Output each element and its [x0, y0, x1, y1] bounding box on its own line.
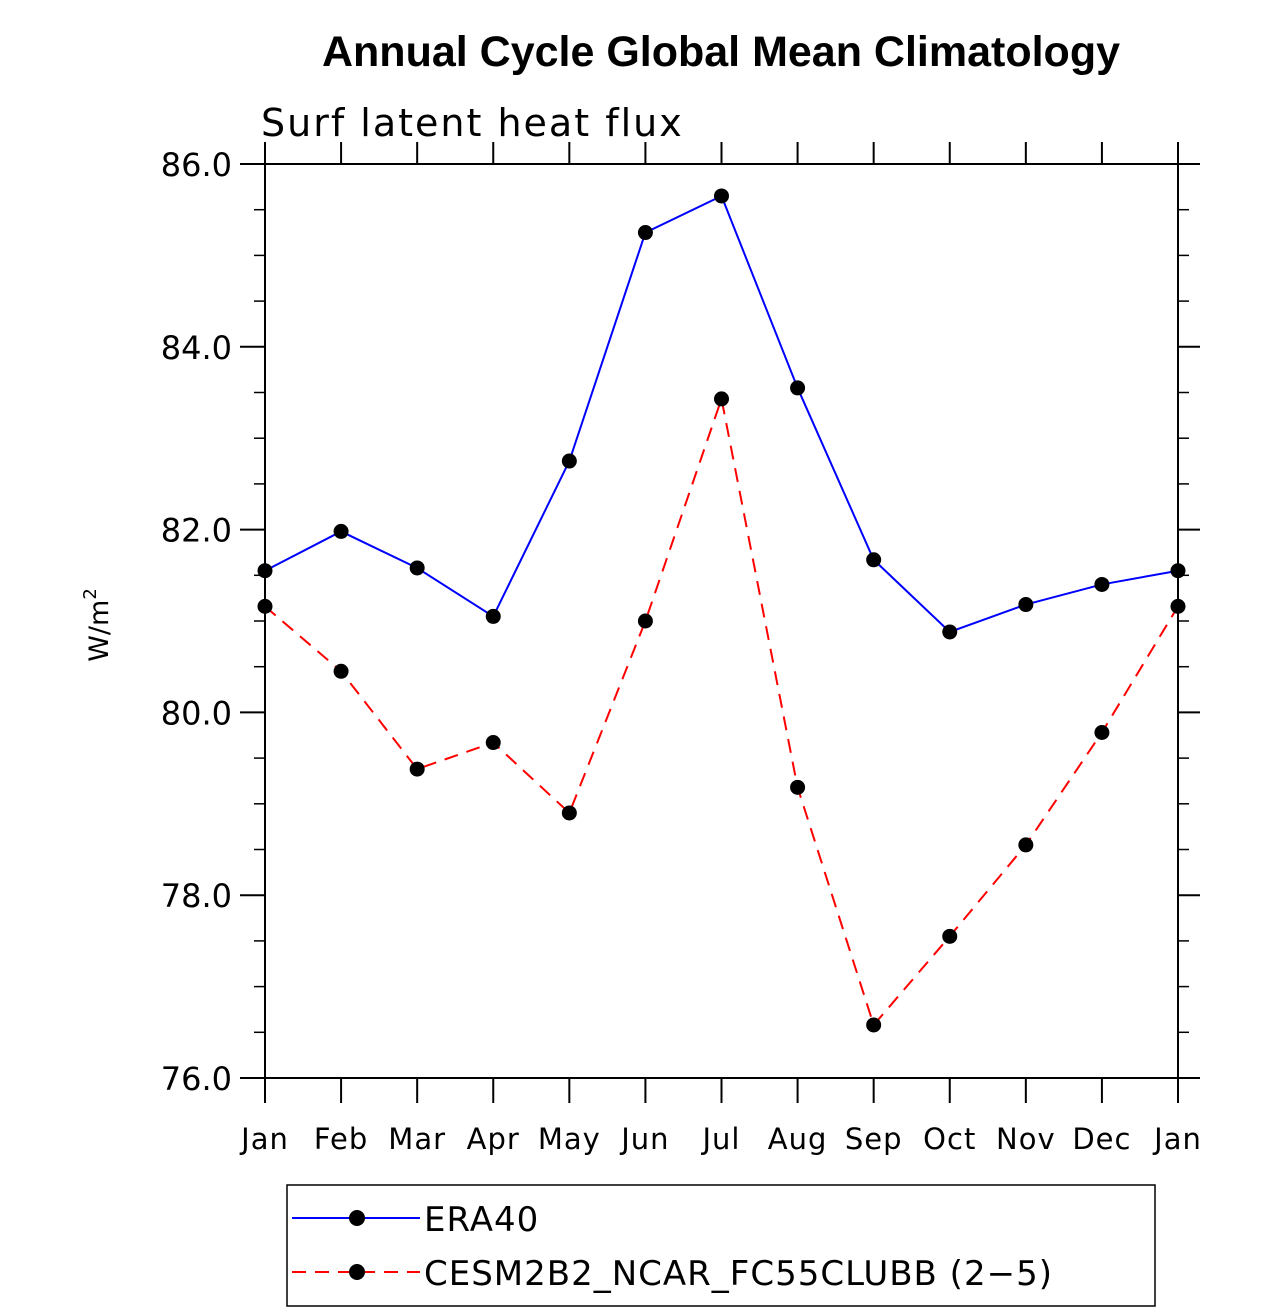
- series-1-point: [333, 663, 349, 679]
- series-1-point: [1170, 598, 1186, 614]
- y-axis-label-superscript: 2: [80, 588, 101, 599]
- y-tick-label: 86.0: [161, 146, 232, 184]
- series-layer: [257, 188, 1186, 1033]
- x-tick-label: Jun: [619, 1122, 669, 1156]
- series-1-point: [637, 613, 653, 629]
- y-tick-label: 82.0: [161, 512, 232, 550]
- x-tick-label: Sep: [845, 1122, 903, 1156]
- chart-title: Annual Cycle Global Mean Climatology: [322, 28, 1120, 76]
- series-1-point: [942, 928, 958, 944]
- x-tick-label: Jan: [239, 1122, 289, 1156]
- series-0-point: [1018, 597, 1034, 613]
- series-0-point: [485, 608, 501, 624]
- legend-marker-era40: [349, 1210, 365, 1226]
- series-1-point: [790, 779, 806, 795]
- series-0-point: [714, 188, 729, 204]
- series-0-point: [333, 523, 349, 539]
- series-0-point: [257, 563, 273, 579]
- series-1-point: [1018, 837, 1034, 853]
- plot-frame: [264, 163, 1179, 1079]
- x-tick-label: Jul: [701, 1122, 741, 1156]
- chart-subtitle: Surf latent heat flux: [261, 101, 684, 145]
- legend-label-cesm2b2: CESM2B2_NCAR_FC55CLUBB (2−5): [424, 1254, 1053, 1294]
- x-tick-label: Mar: [388, 1122, 446, 1156]
- series-1-point: [866, 1017, 882, 1033]
- series-0-point: [561, 453, 577, 469]
- x-tick-label: Jan: [1152, 1122, 1202, 1156]
- y-tick-label: 84.0: [161, 329, 232, 367]
- x-tick-label: Aug: [768, 1122, 828, 1156]
- legend-label-era40: ERA40: [424, 1200, 539, 1240]
- x-tick-label: Dec: [1072, 1122, 1131, 1156]
- series-0-point: [409, 560, 425, 576]
- y-axis-label: W/m2: [80, 588, 115, 662]
- series-line-0: [264, 194, 1179, 634]
- series-1-point: [561, 805, 577, 821]
- x-tick-label: Apr: [467, 1122, 520, 1156]
- series-0-point: [1094, 576, 1110, 592]
- legend: ERA40 CESM2B2_NCAR_FC55CLUBB (2−5): [286, 1184, 1156, 1307]
- legend-marker-cesm2b2: [349, 1264, 365, 1280]
- axes: 76.0 78.0 80.0 82.0 84.0 86.0 Jan Feb Mar Apr May J…: [161, 142, 1202, 1156]
- x-tick-label: Oct: [923, 1122, 976, 1156]
- y-tick-label: 78.0: [161, 877, 232, 915]
- y-axis-label-base: W/m: [84, 600, 115, 662]
- series-0-point: [637, 225, 653, 241]
- series-0-point: [790, 380, 806, 396]
- series-1-point: [409, 761, 425, 777]
- series-1-point: [485, 735, 501, 751]
- series-1-point: [1094, 725, 1110, 741]
- x-tick-label: Nov: [996, 1122, 1056, 1156]
- series-0-point: [942, 624, 958, 640]
- series-line-1: [264, 395, 1179, 1027]
- x-tick-label: Feb: [314, 1122, 368, 1156]
- legend-box: [286, 1184, 1156, 1307]
- series-1-point: [257, 598, 273, 614]
- y-tick-label: 80.0: [161, 694, 232, 732]
- svg-text:W/m2: W/m2: [80, 588, 115, 662]
- series-0-point: [1170, 563, 1186, 579]
- series-0-point: [866, 552, 882, 568]
- series-1-point: [714, 391, 729, 407]
- y-tick-label: 76.0: [161, 1060, 232, 1098]
- x-tick-label: May: [538, 1122, 601, 1156]
